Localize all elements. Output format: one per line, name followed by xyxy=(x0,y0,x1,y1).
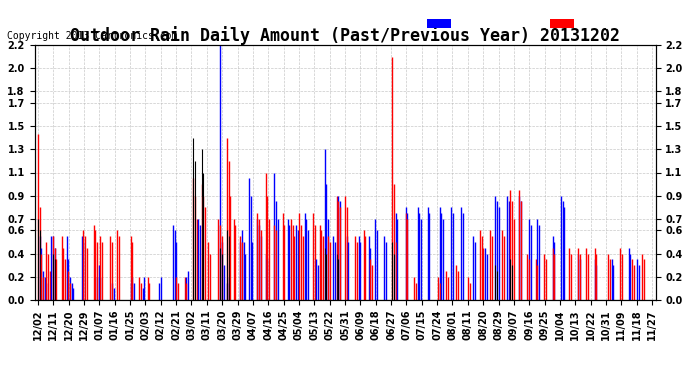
Text: Copyright 2013 Cartronics.com: Copyright 2013 Cartronics.com xyxy=(7,32,177,41)
Legend: Previous (Inches), Past (Inches): Previous (Inches), Past (Inches) xyxy=(424,17,651,31)
Title: Outdoor Rain Daily Amount (Past/Previous Year) 20131202: Outdoor Rain Daily Amount (Past/Previous… xyxy=(70,26,620,45)
